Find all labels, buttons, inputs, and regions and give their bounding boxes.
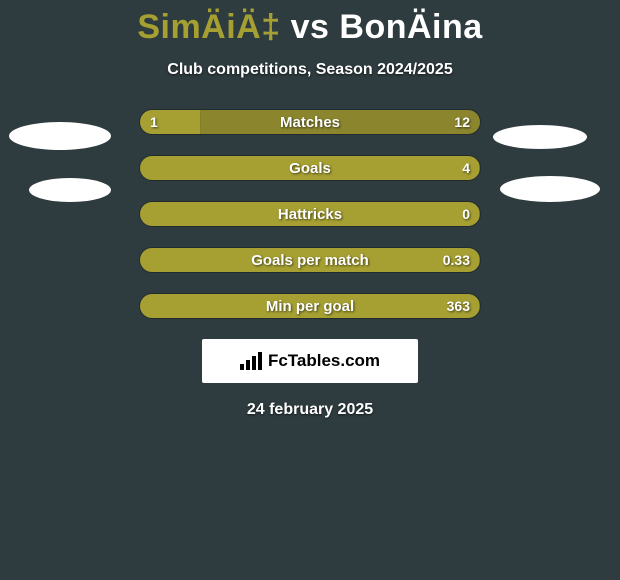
bar-value-right: 0.33 (443, 248, 470, 272)
decorative-ellipse (9, 122, 111, 150)
comparison-bars: Matches112Goals4Hattricks0Goals per matc… (139, 109, 481, 319)
decorative-ellipse (500, 176, 600, 202)
player1-name: SimÄiÄ‡ (137, 8, 280, 46)
bar-value-right: 12 (454, 110, 470, 134)
player2-name: BonÄina (339, 8, 482, 46)
bar-value-right: 0 (462, 202, 470, 226)
chart-icon (240, 352, 262, 370)
bar-value-right: 363 (447, 294, 470, 318)
bar-row: Goals per match0.33 (139, 247, 481, 273)
date-text: 24 february 2025 (0, 401, 620, 419)
source-logo: FcTables.com (202, 339, 418, 383)
page-title: SimÄiÄ‡ vs BonÄina (0, 0, 620, 47)
bar-fill-left (140, 294, 480, 318)
vs-text: vs (291, 8, 330, 46)
decorative-ellipse (29, 178, 111, 202)
bar-value-left: 1 (150, 110, 158, 134)
bar-row: Hattricks0 (139, 201, 481, 227)
subtitle: Club competitions, Season 2024/2025 (0, 61, 620, 79)
bar-row: Goals4 (139, 155, 481, 181)
bar-fill-left (140, 248, 480, 272)
bar-fill-right (201, 110, 480, 134)
bar-value-right: 4 (462, 156, 470, 180)
bar-row: Matches112 (139, 109, 481, 135)
bar-row: Min per goal363 (139, 293, 481, 319)
bar-fill-left (140, 202, 480, 226)
bar-fill-left (140, 156, 480, 180)
logo-text: FcTables.com (268, 351, 380, 371)
decorative-ellipse (493, 125, 587, 149)
